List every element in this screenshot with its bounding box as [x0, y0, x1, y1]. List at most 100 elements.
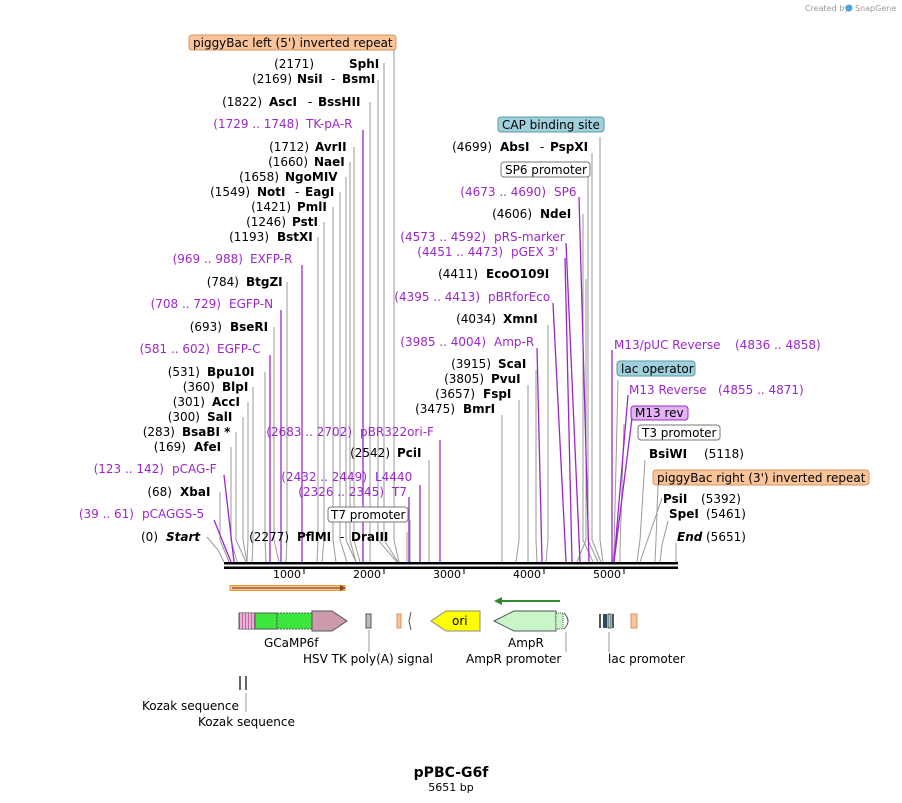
site-acci[interactable]: AccI [212, 395, 240, 409]
site-scai[interactable]: ScaI [498, 357, 526, 371]
site-ecoo109i[interactable]: EcoO109I [486, 267, 549, 281]
site-pos-pmli: (1421) [251, 200, 291, 214]
site-pos-ecoo109i: (4411) [438, 267, 478, 281]
site-avrii[interactable]: AvrII [315, 140, 347, 154]
site-psii[interactable]: PsiI [663, 492, 687, 506]
site-xbai[interactable]: XbaI [180, 485, 210, 499]
lac-region-features[interactable] [599, 613, 638, 629]
site-bsmi[interactable]: BsmI [342, 72, 375, 86]
gcamp6f-feature[interactable] [238, 610, 348, 632]
primer-m13-puc-reverse[interactable]: M13/pUC Reverse [614, 338, 721, 352]
piggybac-right-box[interactable] [652, 469, 870, 486]
primer-l4440[interactable]: L4440 [375, 470, 412, 484]
site-ngomiv[interactable]: NgoMIV [285, 170, 338, 184]
primer-egfp-n[interactable]: EGFP-N [229, 297, 273, 311]
kozak-label-1: Kozak sequence [142, 699, 239, 713]
site-asci[interactable]: AscI [269, 95, 297, 109]
site-blpi[interactable]: BlpI [222, 380, 248, 394]
ruler-3000: 3000 [433, 568, 461, 581]
primer-m13-reverse[interactable]: M13 Reverse [629, 383, 707, 397]
site-naei[interactable]: NaeI [314, 155, 345, 169]
primer-range-exfp-r: (969 .. 988) [173, 252, 243, 266]
site-pcii[interactable]: PciI [397, 446, 422, 460]
site-pos-ngomiv: (1658) [239, 170, 279, 184]
site-sep: - [308, 95, 312, 109]
sequence-backbone [224, 562, 678, 569]
primer-range-egfp-c: (581 .. 602) [140, 342, 210, 356]
primer-range-prs-marker: (4573 .. 4592) [400, 230, 486, 244]
primer-pgex3[interactable]: pGEX 3' [511, 245, 558, 259]
primer-lines [213, 130, 633, 563]
site-bmri[interactable]: BmrI [463, 402, 495, 416]
primer-sp6[interactable]: SP6 [554, 185, 577, 199]
t3-promoter-label: T3 promoter [641, 426, 717, 440]
primer-range-pbr322ori-f: (2683 .. 2702) [266, 425, 352, 439]
primer-pbrforeco[interactable]: pBRforEco [488, 290, 550, 304]
site-draiii[interactable]: DraIII [351, 530, 388, 544]
site-pos-scai: (3915) [451, 357, 491, 371]
site-pmli[interactable]: PmlI [297, 200, 327, 214]
site-btgzi[interactable]: BtgZI [246, 275, 283, 289]
site-bseri[interactable]: BseRI [230, 320, 268, 334]
site-end[interactable]: End [677, 530, 703, 544]
site-pos-psti: (1246) [246, 215, 286, 229]
site-xmni[interactable]: XmnI [503, 312, 538, 326]
site-bsiwi[interactable]: BsiWI [649, 447, 687, 461]
m13-rev-box[interactable] [630, 405, 689, 421]
site-bstxi[interactable]: BstXI [277, 230, 313, 244]
site-pvui[interactable]: PvuI [491, 372, 521, 386]
primer-exfp-r[interactable]: EXFP-R [250, 252, 292, 266]
piggybac-left-box[interactable] [188, 34, 397, 51]
primer-range-amp-r: (3985 .. 4004) [400, 335, 486, 349]
primer-range-pbrforeco: (4395 .. 4413) [394, 290, 480, 304]
primer-range-m13-puc-reverse: (4836 .. 4858) [735, 338, 821, 352]
site-pflmi[interactable]: PflMI [297, 530, 331, 544]
lac-operator-box[interactable] [616, 360, 696, 377]
site-bpu10i[interactable]: Bpu10I [207, 365, 254, 379]
site-pos-afei: (169) [154, 440, 186, 454]
sp6-promoter-box[interactable] [500, 161, 591, 178]
site-bsshii[interactable]: BssHII [318, 95, 360, 109]
site-pos-spei: (5461) [706, 507, 746, 521]
site-eagi[interactable]: EagI [305, 185, 334, 199]
site-bsabi[interactable]: BsaBI * [182, 425, 231, 439]
t3-promoter-box[interactable] [637, 424, 721, 441]
site-spei[interactable]: SpeI [669, 507, 699, 521]
primer-pcaggs-5[interactable]: pCAGGS-5 [142, 507, 204, 521]
connector-lines [206, 49, 677, 563]
ampr-promoter-arrowhead-icon [494, 597, 502, 605]
site-sphi[interactable]: SphI [349, 57, 379, 71]
site-afei[interactable]: AfeI [194, 440, 221, 454]
primer-egfp-c[interactable]: EGFP-C [217, 342, 260, 356]
site-ndei[interactable]: NdeI [540, 207, 571, 221]
ruler-1000: 1000 [273, 568, 301, 581]
t7-promoter-box[interactable] [327, 506, 409, 523]
t7-promoter-feature[interactable] [396, 613, 402, 629]
ampr-promoter-label: AmpR promoter [466, 652, 561, 666]
hsv-tk-feature[interactable] [365, 613, 372, 629]
piggybac-left-label: piggyBac left (5') inverted repeat [193, 36, 393, 50]
site-fspi[interactable]: FspI [483, 387, 511, 401]
site-noti[interactable]: NotI [257, 185, 286, 199]
primer-pcag-f[interactable]: pCAG-F [172, 462, 217, 476]
site-nsii[interactable]: NsiI [297, 72, 323, 86]
primer-amp-r[interactable]: Amp-R [494, 335, 534, 349]
ori-feature[interactable] [430, 610, 481, 632]
ampr-feature[interactable] [492, 610, 569, 632]
site-absi[interactable]: AbsI [500, 140, 529, 154]
primer-prs-marker[interactable]: pRS-marker [494, 230, 565, 244]
primer-tk-pa-r[interactable]: TK-pA-R [305, 117, 353, 131]
cap-binding-site-label: CAP binding site [502, 118, 600, 132]
site-start[interactable]: Start [166, 530, 201, 544]
site-pos-xmni: (4034) [456, 312, 496, 326]
site-psti[interactable]: PstI [292, 215, 318, 229]
site-pspxi[interactable]: PspXI [550, 140, 588, 154]
hsv-tk-label: HSV TK poly(A) signal [303, 652, 433, 666]
site-sep: - [340, 530, 344, 544]
site-pos-absi: (4699) [452, 140, 492, 154]
site-sali[interactable]: SalI [207, 410, 232, 424]
primer-t7[interactable]: T7 [391, 485, 407, 499]
cap-binding-site-box[interactable] [497, 116, 605, 133]
primer-pbr322ori-f[interactable]: pBR322ori-F [360, 425, 434, 439]
primer-range-pcaggs-5: (39 .. 61) [79, 507, 134, 521]
